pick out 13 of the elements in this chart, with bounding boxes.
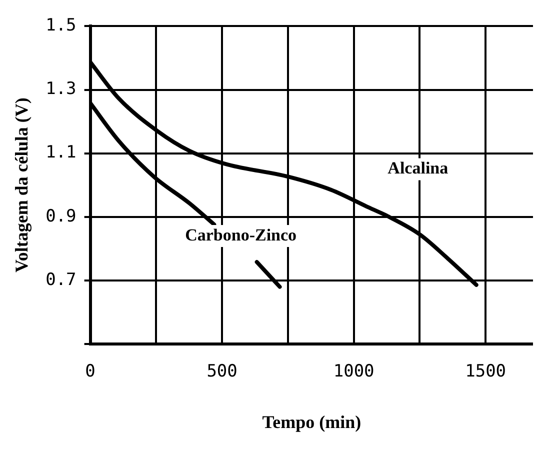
x-tick-label: 500	[206, 362, 238, 382]
text: Alcalina	[388, 158, 449, 178]
y-tick-label: 0.7	[46, 270, 76, 290]
x-tick-label: 1500	[465, 362, 506, 382]
x-axis-title: Tempo (min)	[262, 412, 362, 432]
x-tick-label: 0	[85, 362, 96, 382]
series-label: Carbono-Zinco	[185, 225, 297, 244]
y-tick-label: 1.3	[46, 79, 76, 100]
y-axis-title: Voltagem da célula (V)	[11, 98, 32, 273]
x-tick-label: 1000	[333, 362, 374, 382]
y-tick-label: 0.9	[46, 206, 76, 226]
y-tick-label: 1.1	[46, 142, 76, 163]
y-tick-label: 1.5	[46, 16, 76, 36]
